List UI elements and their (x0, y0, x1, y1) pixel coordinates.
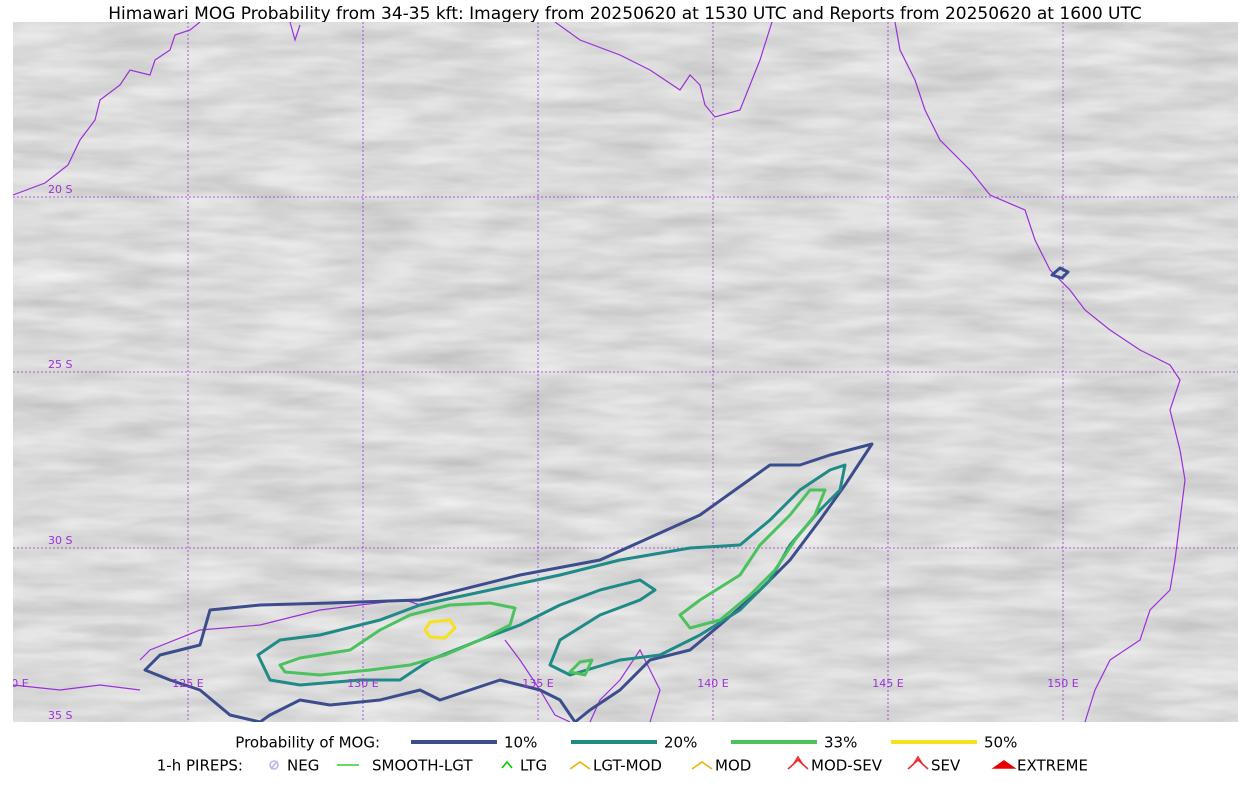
pirep-label: MOD (715, 757, 751, 775)
lat-label: 35 S (48, 709, 72, 722)
legend-label: 50% (984, 734, 1017, 752)
pirep-icon (907, 755, 929, 770)
legend-title: 1-h PIREPS: (157, 757, 243, 775)
pirep-icon (691, 761, 713, 770)
probability-contours (143, 266, 1070, 722)
pirep-label: EXTREME (1017, 757, 1088, 775)
lon-label: 145 E (872, 677, 903, 690)
lat-label: 25 S (48, 358, 72, 371)
pirep-icon (269, 760, 279, 770)
lat-label: 30 S (48, 534, 72, 547)
legend-title: Probability of MOG: (235, 734, 380, 752)
pirep-icon (787, 755, 809, 770)
lon-label: 140 E (697, 677, 728, 690)
title: Himawari MOG Probability from 34-35 kft:… (108, 4, 1142, 24)
legend-label: 33% (824, 734, 857, 752)
pirep-label: SMOOTH-LGT (372, 757, 473, 775)
legend-label: 10% (504, 734, 537, 752)
pirep-label: LGT-MOD (593, 757, 662, 775)
lon-label: 150 E (1047, 677, 1078, 690)
pirep-label: NEG (287, 757, 319, 775)
pirep-icon (501, 760, 513, 769)
pirep-label: SEV (931, 757, 961, 775)
lon-label: 125 E (172, 677, 203, 690)
legend: Probability of MOG: 10% 20% 33% 50% 1-h PIREP… (157, 734, 1088, 775)
pirep-label: MOD-SEV (811, 757, 883, 775)
lon-label: 130 E (347, 677, 378, 690)
map-area: 20 S 25 S 30 S 35 S 120 E 125 E 130 E 135 E 140 … (0, 22, 1238, 722)
pirep-icon (991, 760, 1017, 769)
lon-label: 135 E (522, 677, 553, 690)
lon-label: 120 E (0, 677, 29, 690)
pirep-label: LTG (520, 757, 547, 775)
pirep-icon (569, 761, 591, 770)
legend-label: 20% (664, 734, 697, 752)
lat-label: 20 S (48, 183, 72, 196)
